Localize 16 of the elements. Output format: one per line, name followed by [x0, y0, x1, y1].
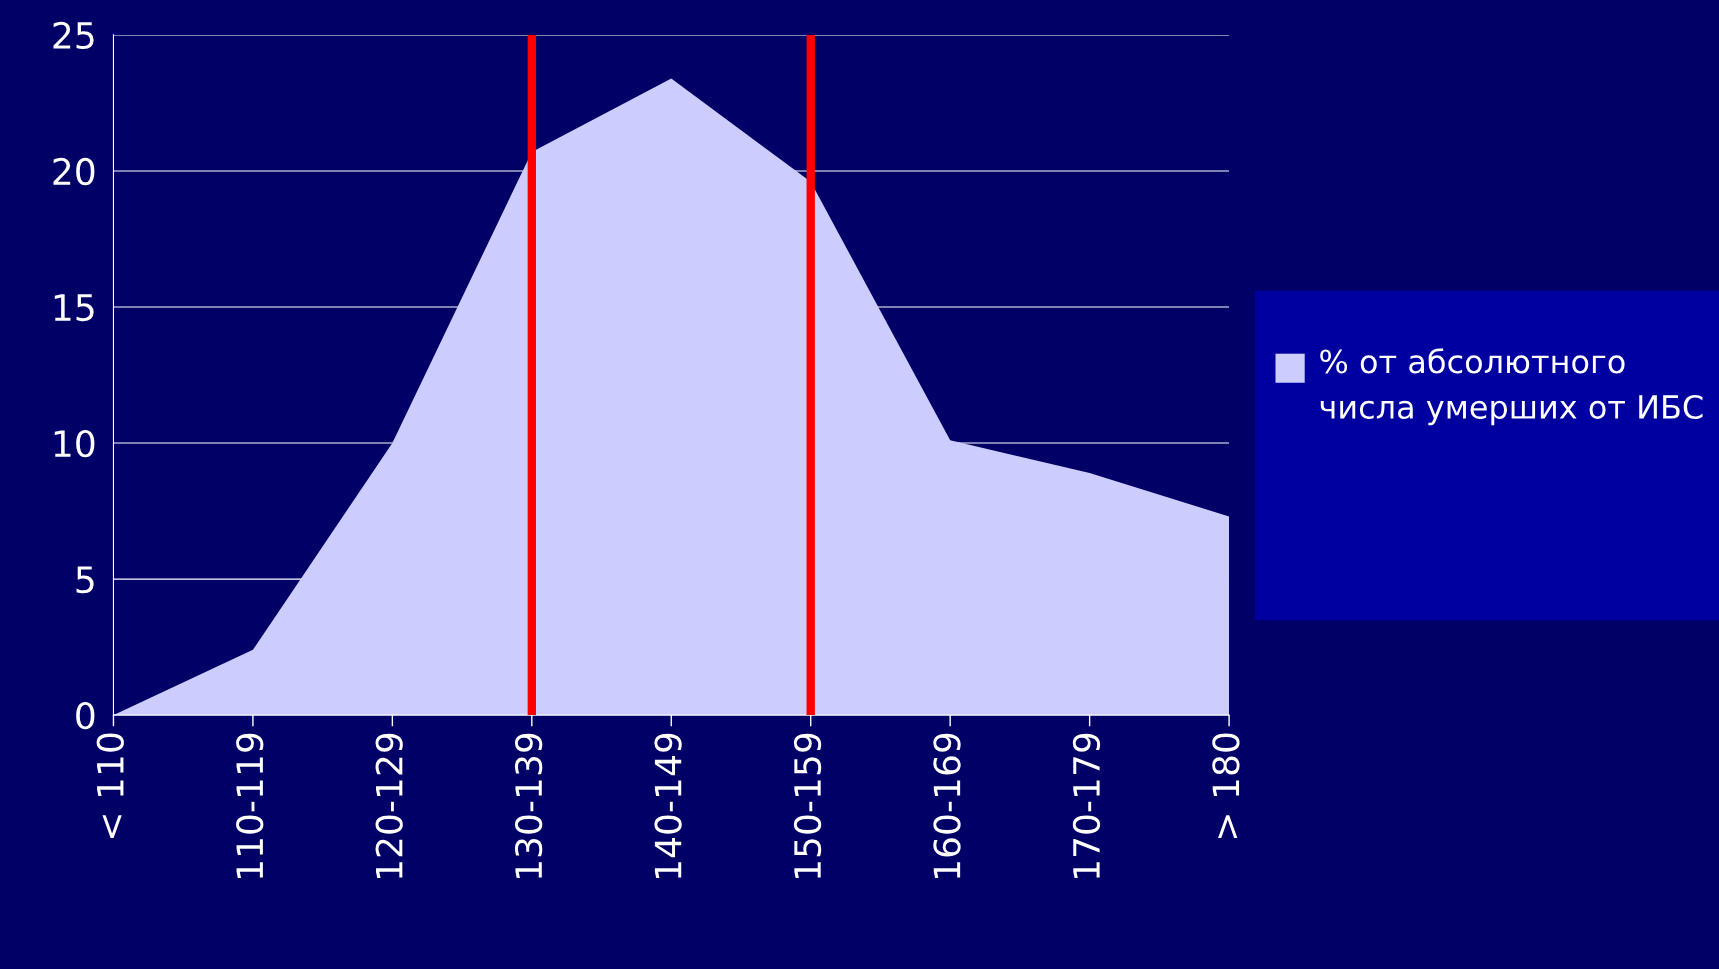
x-tick-label: 160-169 — [933, 733, 961, 879]
y-tick-label: 15 — [54, 294, 94, 322]
legend-label: % от абсолютного числа умерших от ИБС — [1320, 348, 1703, 426]
x-tick-label: 150-159 — [793, 733, 822, 879]
x-tick-label: 130-139 — [514, 733, 543, 879]
x-tick-label: 120-129 — [375, 733, 403, 879]
y-tick-label: 10 — [54, 429, 95, 458]
y-tick-label: 0 — [76, 702, 95, 730]
y-tick-label: 5 — [76, 566, 94, 594]
x-tick-label: > 180 — [1212, 733, 1240, 838]
x-tick-label: 110-119 — [236, 733, 264, 879]
y-tick-label: 20 — [53, 157, 95, 186]
x-tick-label: < 110 — [96, 733, 124, 838]
x-tick-label: 170-179 — [1072, 733, 1101, 879]
x-tick-label: 140-149 — [654, 733, 682, 879]
y-tick-label: 25 — [53, 21, 94, 50]
